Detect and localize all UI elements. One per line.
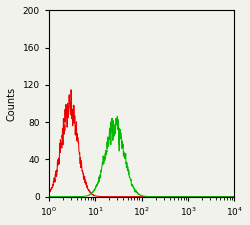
Y-axis label: Counts: Counts [7,86,17,121]
